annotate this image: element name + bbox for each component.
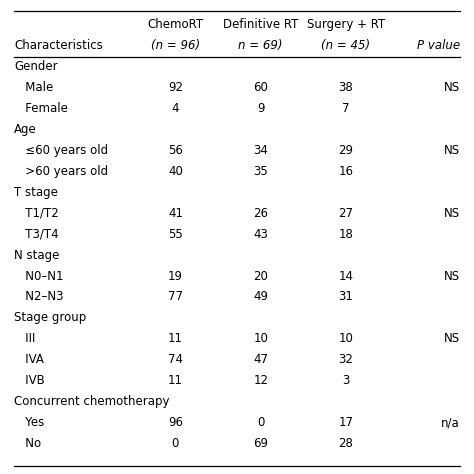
Text: 9: 9 (257, 102, 264, 115)
Text: 12: 12 (253, 374, 268, 387)
Text: Gender: Gender (14, 60, 58, 73)
Text: 10: 10 (253, 332, 268, 346)
Text: NS: NS (444, 270, 460, 283)
Text: NS: NS (444, 207, 460, 219)
Text: 29: 29 (338, 144, 354, 157)
Text: 60: 60 (253, 81, 268, 94)
Text: 19: 19 (168, 270, 183, 283)
Text: >60 years old: >60 years old (14, 165, 109, 178)
Text: 20: 20 (253, 270, 268, 283)
Text: 74: 74 (168, 353, 183, 366)
Text: NS: NS (444, 144, 460, 157)
Text: IVB: IVB (14, 374, 45, 387)
Text: 3: 3 (342, 374, 350, 387)
Text: 10: 10 (338, 332, 354, 346)
Text: ChemoRT: ChemoRT (147, 18, 203, 31)
Text: Stage group: Stage group (14, 311, 86, 324)
Text: IVA: IVA (14, 353, 44, 366)
Text: N2–N3: N2–N3 (14, 291, 64, 303)
Text: 27: 27 (338, 207, 354, 219)
Text: n = 69): n = 69) (238, 39, 283, 52)
Text: 55: 55 (168, 228, 183, 241)
Text: 14: 14 (338, 270, 354, 283)
Text: 11: 11 (168, 374, 183, 387)
Text: 31: 31 (338, 291, 354, 303)
Text: NS: NS (444, 81, 460, 94)
Text: 56: 56 (168, 144, 183, 157)
Text: Surgery + RT: Surgery + RT (307, 18, 385, 31)
Text: 17: 17 (338, 416, 354, 429)
Text: T1/T2: T1/T2 (14, 207, 59, 219)
Text: N stage: N stage (14, 248, 60, 262)
Text: 49: 49 (253, 291, 268, 303)
Text: 69: 69 (253, 437, 268, 450)
Text: Female: Female (14, 102, 68, 115)
Text: Characteristics: Characteristics (14, 39, 103, 52)
Text: ≤60 years old: ≤60 years old (14, 144, 109, 157)
Text: 77: 77 (168, 291, 183, 303)
Text: Male: Male (14, 81, 54, 94)
Text: 40: 40 (168, 165, 183, 178)
Text: 47: 47 (253, 353, 268, 366)
Text: 0: 0 (257, 416, 264, 429)
Text: n/a: n/a (441, 416, 460, 429)
Text: No: No (14, 437, 41, 450)
Text: Definitive RT: Definitive RT (223, 18, 299, 31)
Text: Yes: Yes (14, 416, 45, 429)
Text: 41: 41 (168, 207, 183, 219)
Text: 26: 26 (253, 207, 268, 219)
Text: 0: 0 (172, 437, 179, 450)
Text: III: III (14, 332, 36, 346)
Text: N0–N1: N0–N1 (14, 270, 64, 283)
Text: Age: Age (14, 123, 37, 136)
Text: T3/T4: T3/T4 (14, 228, 59, 241)
Text: P value: P value (417, 39, 460, 52)
Text: 35: 35 (253, 165, 268, 178)
Text: T stage: T stage (14, 186, 58, 199)
Text: 32: 32 (338, 353, 354, 366)
Text: NS: NS (444, 332, 460, 346)
Text: Concurrent chemotherapy: Concurrent chemotherapy (14, 395, 170, 408)
Text: 18: 18 (338, 228, 354, 241)
Text: (n = 96): (n = 96) (151, 39, 200, 52)
Text: 43: 43 (253, 228, 268, 241)
Text: 96: 96 (168, 416, 183, 429)
Text: 16: 16 (338, 165, 354, 178)
Text: 28: 28 (338, 437, 354, 450)
Text: 4: 4 (172, 102, 179, 115)
Text: 7: 7 (342, 102, 350, 115)
Text: 34: 34 (253, 144, 268, 157)
Text: 11: 11 (168, 332, 183, 346)
Text: (n = 45): (n = 45) (321, 39, 371, 52)
Text: 38: 38 (338, 81, 354, 94)
Text: 92: 92 (168, 81, 183, 94)
